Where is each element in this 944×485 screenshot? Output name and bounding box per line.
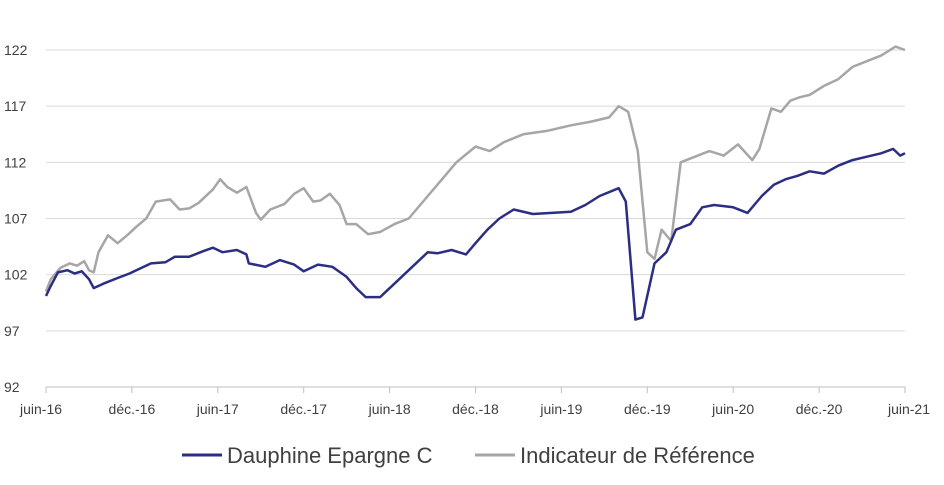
y-tick-label: 107 [4,211,28,227]
x-tick-label: déc.-16 [109,401,156,417]
x-axis [45,386,906,393]
x-tick-label: juin-17 [196,401,239,417]
legend-label-dauphine: Dauphine Epargne C [227,443,433,468]
x-tick-label: déc.-18 [452,401,499,417]
x-tick-label: juin-16 [19,401,62,417]
y-tick-label: 117 [4,98,27,114]
x-tick-label: déc.-17 [280,401,327,417]
series-line-indicateur [44,45,906,292]
x-tick-label: juin-20 [711,401,754,417]
x-tick-label: juin-19 [539,401,582,417]
legend: Dauphine Epargne C Indicateur de Référen… [182,443,755,468]
x-tick-label: déc.-20 [796,401,843,417]
y-tick-label: 92 [4,379,20,395]
series-line-dauphine [44,147,906,321]
y-tick-label: 102 [4,267,28,283]
x-tick-label: déc.-19 [624,401,671,417]
x-tick-label: juin-21 [887,401,930,417]
x-axis-labels: juin-16 déc.-16 juin-17 déc.-17 juin-18 déc.-… [19,401,930,417]
legend-label-indicateur: Indicateur de Référence [520,443,755,468]
gridlines [46,49,905,332]
y-tick-label: 122 [4,42,28,58]
y-axis-labels: 92 97 102 107 112 117 122 [4,42,28,395]
x-tick-label: juin-18 [368,401,411,417]
series-lines [44,45,906,321]
y-tick-label: 112 [4,154,27,170]
y-tick-label: 97 [4,323,20,339]
